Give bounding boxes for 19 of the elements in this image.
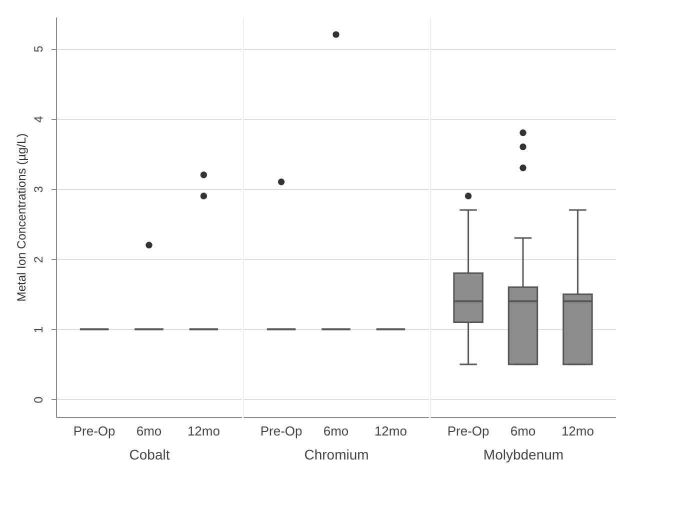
x-tick-label: Pre-Op	[73, 424, 116, 438]
y-tick-label: 1	[32, 326, 46, 334]
y-tick-label: 0	[32, 396, 46, 404]
y-tick-label: 3	[32, 186, 46, 193]
x-tick-label: 6mo	[323, 424, 349, 438]
y-tick-label: 5	[32, 45, 46, 52]
x-axis-title: Chromium	[304, 446, 369, 462]
x-tick-label: 12mo	[561, 424, 594, 438]
y-axis-title: Metal Ion Concentrations (µg/L)	[14, 133, 28, 302]
x-tick-label: Pre-Op	[447, 424, 490, 438]
x-tick-label: 12mo	[374, 424, 407, 438]
y-tick-label: 4	[32, 116, 46, 123]
x-axis-title: Molybdenum	[483, 446, 564, 462]
x-tick-label: 6mo	[136, 424, 162, 438]
x-tick-label: Pre-Op	[260, 424, 302, 438]
x-axis-title: Cobalt	[129, 446, 170, 462]
x-tick-label: 12mo	[187, 424, 220, 438]
y-tick-label: 2	[32, 256, 46, 263]
x-tick-label: 6mo	[510, 424, 536, 438]
